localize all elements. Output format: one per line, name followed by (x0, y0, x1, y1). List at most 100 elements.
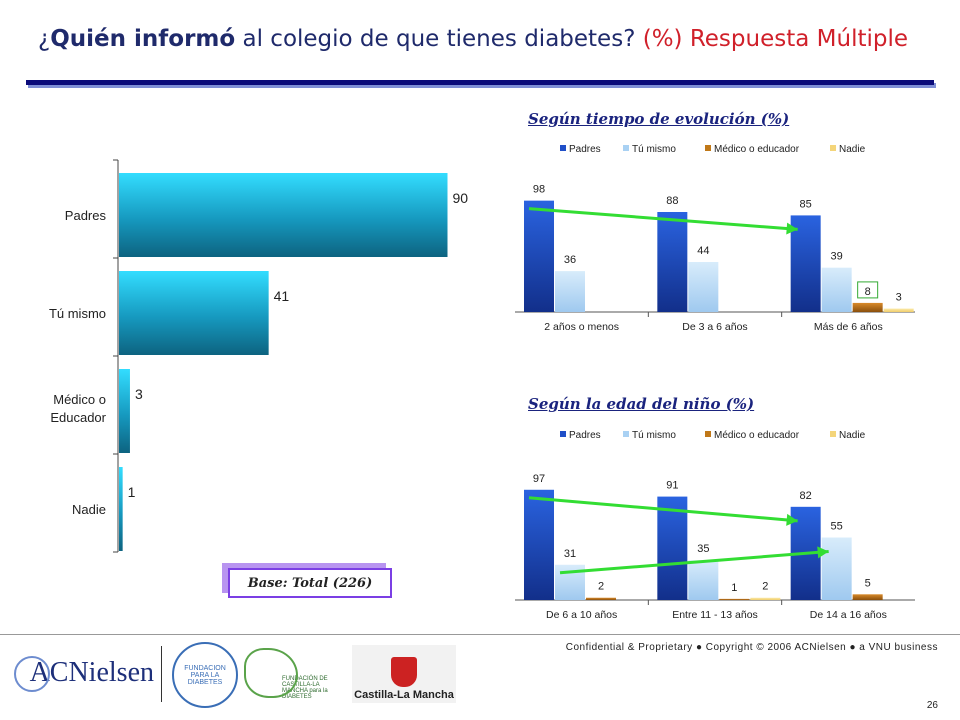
legend-swatch (560, 431, 566, 437)
footer-divider (0, 634, 960, 635)
total-bar-chart: 90 Padres 41 Tú mismo 3 Médico o Educador 1 Nadi… (49, 159, 469, 553)
legend-swatch (705, 431, 711, 437)
left-bar (119, 369, 130, 453)
x-category-label: 2 años o menos (544, 321, 619, 333)
bar-value-label: 98 (533, 184, 545, 196)
x-category-label: Más de 6 años (814, 321, 883, 333)
legend-swatch (623, 145, 629, 151)
bar-value-label: 97 (533, 473, 545, 485)
bar-padres (657, 496, 688, 600)
legend-label: Nadie (839, 144, 866, 155)
x-category-label: Entre 11 - 13 años (672, 609, 758, 621)
bar-padres (524, 200, 554, 312)
fundacion-clm-text: FUNDACIÓN DE CASTILLA-LA MANCHA para la … (282, 676, 328, 700)
globe-icon (14, 656, 50, 692)
bar-value-label: 55 (831, 521, 843, 533)
x-category-label: De 6 a 10 años (546, 609, 617, 621)
bar-value-label: 2 (762, 581, 768, 593)
bar-m-dico-o-educador (719, 598, 750, 600)
title-open: ¿ (38, 26, 51, 52)
title-red: (%) Respuesta Múltiple (635, 26, 909, 52)
base-label: Base: Total (226) (228, 568, 392, 598)
bar-nadie (750, 597, 781, 600)
left-category-label: Padres (65, 208, 107, 223)
trend-arrow-line (528, 496, 798, 523)
edad-bar-chart: Padres Tú mismo Médico o educador Nadie De 6… (515, 430, 915, 621)
bar-value-label: 8 (865, 286, 871, 298)
trend-arrow-head (786, 222, 798, 235)
bar-t-mismo (821, 537, 852, 600)
bar-value-label: 2 (598, 581, 604, 593)
bar-value-label: 5 (865, 577, 871, 589)
legend-swatch (623, 431, 629, 437)
bar-value-label: 35 (697, 543, 709, 555)
leaf-icon (244, 648, 298, 698)
fundacion-diabetes-text: FUNDACION PARA LA DIABETES (184, 664, 226, 686)
trend-arrow-line (528, 207, 798, 231)
title-bold: Quién informó (50, 26, 236, 52)
value-highlight-box (857, 281, 879, 299)
bar-padres (657, 212, 688, 312)
legend-swatch (705, 145, 711, 151)
page-number: 26 (926, 700, 938, 711)
bar-m-dico-o-educador (852, 302, 883, 312)
trend-arrow-head (786, 513, 798, 526)
bar-value-label: 82 (800, 490, 812, 502)
bar-value-label: 39 (831, 251, 843, 263)
left-bar (119, 271, 269, 355)
fundacion-diabetes-logo: FUNDACION PARA LA DIABETES (172, 642, 238, 708)
left-bar (119, 173, 448, 257)
crest-icon (391, 657, 417, 687)
page-title: ¿Quién informó al colegio de que tienes … (38, 26, 908, 52)
title-rest: al colegio de que tienes diabetes? (235, 26, 636, 52)
left-category-label: Médico o Educador (50, 392, 106, 425)
legend-label: Padres (569, 430, 601, 441)
bar-m-dico-o-educador (852, 594, 883, 600)
legend-label: Tú mismo (632, 430, 676, 441)
legend-swatch (560, 145, 566, 151)
legend-label: Tú mismo (632, 144, 676, 155)
left-bar-value: 41 (274, 288, 290, 304)
edad-chart-title: Según la edad del niño (%) (528, 395, 755, 413)
bar-value-label: 88 (666, 195, 678, 207)
bar-value-label: 36 (564, 254, 576, 266)
legend-label: Médico o educador (714, 144, 800, 155)
left-bar-value: 3 (135, 386, 143, 402)
trend-arrow-head (817, 546, 829, 559)
legend-label: Padres (569, 144, 601, 155)
trend-arrow-line (559, 550, 829, 575)
bar-t-mismo (688, 262, 719, 312)
bar-t-mismo (688, 560, 719, 600)
legend-swatch (830, 145, 836, 151)
bar-value-label: 1 (731, 582, 737, 594)
tiempo-chart-title: Según tiempo de evolución (%) (528, 110, 790, 128)
bar-value-label: 91 (666, 480, 678, 492)
bar-value-label: 44 (697, 245, 709, 257)
legend-label: Médico o educador (714, 430, 800, 441)
bar-t-mismo (821, 267, 852, 312)
logo-divider (161, 646, 162, 702)
tiempo-bar-chart: Padres Tú mismo Médico o educador Nadie 2 añ… (515, 144, 915, 333)
bar-padres (524, 489, 554, 600)
fundacion-clm-logo: FUNDACIÓN DE CASTILLA-LA MANCHA para la … (244, 648, 340, 700)
acnielsen-logo: ACNielsen (14, 652, 154, 694)
legend-label: Nadie (839, 430, 866, 441)
bar-value-label: 85 (800, 198, 812, 210)
bar-t-mismo (555, 271, 585, 312)
castilla-la-mancha-logo: Castilla-La Mancha (352, 645, 456, 703)
left-bar-value: 1 (128, 484, 136, 500)
left-bar-value: 90 (453, 190, 469, 206)
bar-value-label: 31 (564, 548, 576, 560)
x-category-label: De 3 a 6 años (682, 321, 747, 333)
left-bar (119, 467, 123, 551)
left-category-label: Tú mismo (49, 306, 106, 321)
acnielsen-logo-text: ACNielsen (29, 657, 154, 688)
castilla-la-mancha-text: Castilla-La Mancha (354, 689, 454, 701)
bar-nadie (883, 308, 914, 312)
confidential-notice: Confidential & Proprietary ● Copyright ©… (565, 642, 938, 653)
x-category-label: De 14 a 16 años (810, 609, 887, 621)
bar-padres (790, 215, 821, 312)
bar-m-dico-o-educador (586, 597, 616, 600)
bar-value-label: 3 (896, 292, 902, 304)
legend-swatch (830, 431, 836, 437)
